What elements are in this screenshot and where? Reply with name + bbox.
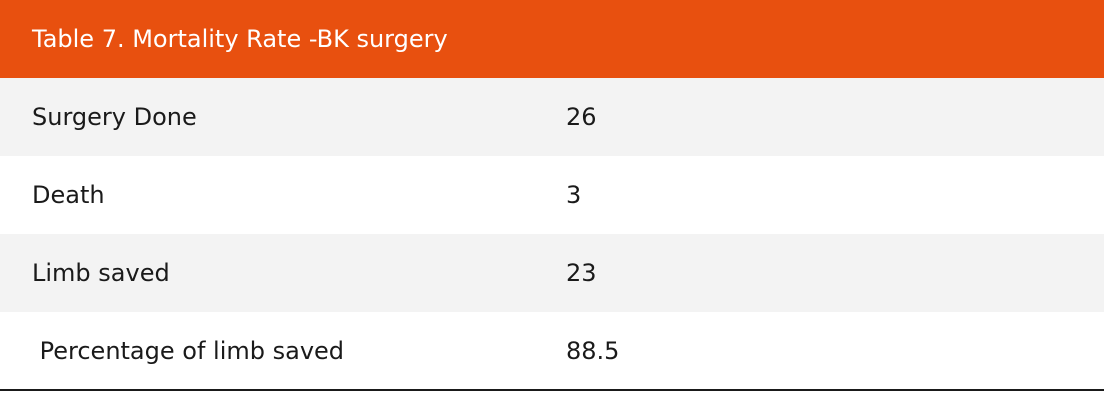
- row-value: 26: [566, 103, 597, 131]
- table-row: Surgery Done 26: [0, 78, 1104, 156]
- table-title: Table 7. Mortality Rate -BK surgery: [0, 0, 1104, 78]
- row-label: Surgery Done: [32, 103, 197, 131]
- row-label: Percentage of limb saved: [32, 337, 345, 365]
- table-row: Limb saved 23: [0, 234, 1104, 312]
- row-value: 3: [566, 181, 582, 209]
- row-label: Death: [32, 181, 105, 209]
- table-row: Death 3: [0, 156, 1104, 234]
- row-label: Limb saved: [32, 259, 170, 287]
- table-row: Percentage of limb saved 88.5: [0, 312, 1104, 390]
- bottom-rule: [0, 389, 1104, 391]
- table-body: Surgery Done 26 Death 3 Limb saved 23 Percent…: [0, 78, 1104, 390]
- row-value: 88.5: [566, 337, 620, 365]
- row-value: 23: [566, 259, 597, 287]
